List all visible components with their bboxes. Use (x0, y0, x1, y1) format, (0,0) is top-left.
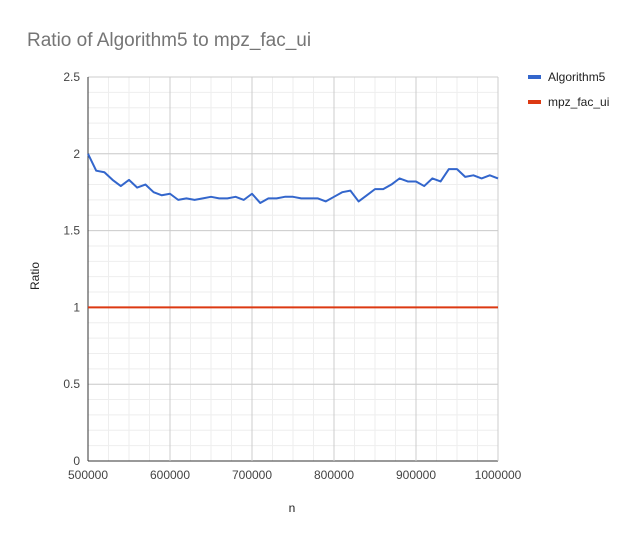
legend-swatch-algorithm5 (528, 75, 541, 79)
x-tick-label: 600000 (150, 468, 190, 482)
legend-swatch-mpz-fac-ui (528, 100, 541, 104)
x-tick-label: 900000 (396, 468, 436, 482)
legend-label-mpz-fac-ui: mpz_fac_ui (548, 95, 609, 109)
y-tick-label: 1 (73, 300, 80, 314)
y-axis-title: Ratio (28, 262, 42, 290)
x-tick-label: 700000 (232, 468, 272, 482)
tick-labels: 0 0.5 1 1.5 2 2.5 500000 600000 700000 800000 9000… (63, 70, 521, 482)
series-line-algorithm5 (87, 153, 499, 204)
y-tick-label: 0.5 (63, 377, 80, 391)
x-tick-label: 1000000 (475, 468, 522, 482)
x-tick-label: 500000 (68, 468, 108, 482)
legend: Algorithm5 mpz_fac_ui (528, 70, 609, 109)
chart-title: Ratio of Algorithm5 to mpz_fac_ui (27, 30, 311, 51)
y-tick-label: 1.5 (63, 224, 80, 238)
gridlines (87, 76, 499, 462)
y-tick-label: 0 (73, 454, 80, 468)
x-axis-title: n (289, 501, 296, 515)
series-lines (87, 153, 499, 309)
legend-label-algorithm5: Algorithm5 (548, 70, 606, 84)
y-tick-label: 2 (73, 147, 80, 161)
x-tick-label: 800000 (314, 468, 354, 482)
y-tick-label: 2.5 (63, 70, 80, 84)
